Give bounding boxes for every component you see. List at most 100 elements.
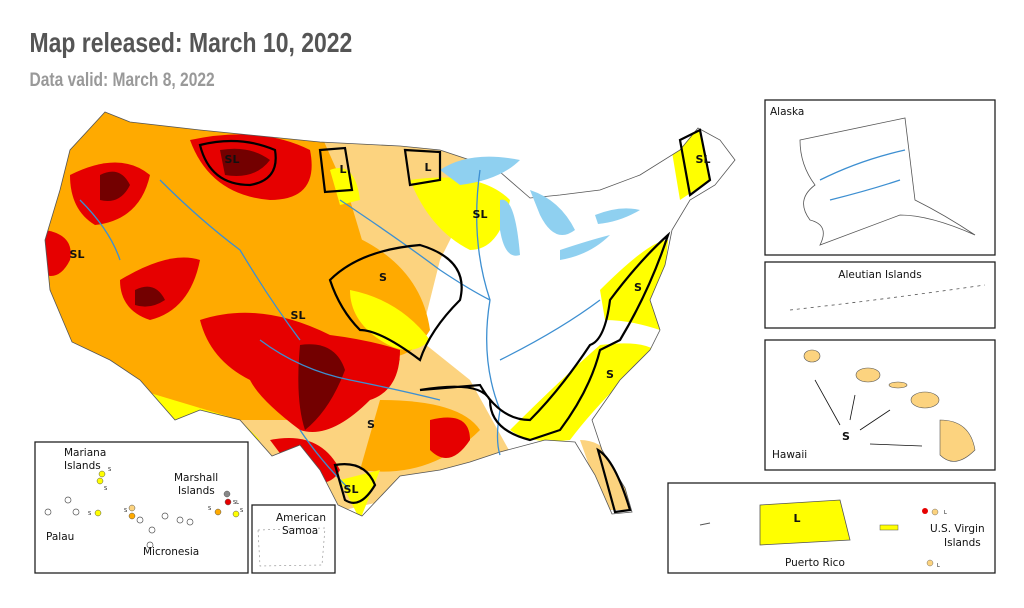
impact-lines — [198, 128, 712, 514]
inset-name: U.S. Virgin — [930, 523, 985, 535]
inset-name: Islands — [944, 537, 981, 549]
pacific-inset-shape-shape — [146, 541, 154, 549]
lakes-shape — [595, 208, 640, 224]
drought-areas-shape — [298, 344, 345, 430]
puerto-rico-inset-shape — [922, 508, 928, 514]
lakes-shape — [500, 199, 520, 256]
inset-name: Palau — [46, 531, 74, 543]
map-label: S — [634, 281, 642, 294]
drought-areas-shape — [135, 286, 165, 307]
inset-name: Puerto Rico — [785, 557, 845, 569]
rivers-shape — [159, 179, 301, 341]
rivers-shape — [339, 199, 491, 301]
impact-lines-shape — [198, 139, 277, 187]
map-label: SL — [344, 483, 359, 496]
drought-areas-shape — [330, 168, 360, 205]
pacific-inset-shape-shape — [176, 516, 184, 524]
map-label: S — [606, 368, 614, 381]
map-label: L — [424, 161, 431, 174]
alaska-inset-shape — [819, 149, 906, 201]
aleutian-inset: Aleutian Islands — [764, 261, 996, 329]
drought-areas-shape — [510, 343, 655, 442]
rivers-shape — [259, 339, 441, 401]
inset-name: Marshall — [174, 472, 218, 484]
pacific-inset-shape-shape — [136, 516, 144, 524]
drought-areas-shape — [100, 171, 130, 201]
aleutian-inset-shape — [789, 284, 986, 311]
map-label: SL — [696, 153, 711, 166]
inset-name: Hawaii — [772, 449, 807, 461]
inset-label: S — [88, 511, 91, 517]
inset-label: S — [104, 486, 107, 492]
pacific-inset-shape-shape — [223, 490, 231, 498]
pacific-inset-shape-shape — [128, 512, 136, 520]
hawaii-inset-shape-shape — [910, 391, 940, 409]
pacific-inset: Mariana Islands Marshall Islands Palau M… — [34, 441, 286, 574]
inset-name: American — [276, 512, 326, 524]
map-label: SL — [291, 309, 306, 322]
alaska-inset-shape — [799, 117, 976, 246]
pacific-inset-shape — [34, 441, 249, 574]
inset-name: Islands — [178, 485, 215, 497]
inset-name: Micronesia — [143, 546, 199, 558]
rivers-shape — [299, 429, 351, 491]
impact-lines-shape — [333, 463, 377, 504]
aleutian-inset-shape — [764, 261, 996, 329]
pacific-inset-shape-shape — [224, 498, 232, 506]
drought-areas-shape — [340, 470, 380, 516]
puerto-rico-inset-shape — [926, 559, 934, 567]
map-label: S — [379, 271, 387, 284]
rivers — [79, 169, 601, 491]
inset-label: S — [240, 508, 243, 514]
drought-areas-shape — [220, 148, 270, 176]
pacific-inset-shape-shape — [98, 470, 106, 478]
inset-name: Mariana — [64, 447, 106, 459]
inset-label: S — [842, 430, 850, 443]
map-label: SL — [473, 208, 488, 221]
inset-label: S — [208, 506, 211, 512]
inset-label: S — [124, 508, 127, 514]
pacific-inset-shape-shape — [186, 518, 194, 526]
hawaii-inset-shape-shape — [855, 367, 881, 383]
inset-name: Alaska — [770, 106, 804, 118]
pacific-inset-shape-shape — [214, 508, 222, 516]
pacific-inset-shape-shape — [232, 510, 240, 518]
hawaii-inset-shape-shape — [939, 419, 976, 462]
inset-label: L — [944, 510, 947, 516]
pacific-inset-shape-shape — [44, 508, 52, 516]
map-label: S — [367, 418, 375, 431]
impact-lines-shape — [403, 148, 442, 187]
inset-name: Islands — [64, 460, 101, 472]
map-label: L — [339, 163, 346, 176]
drought-areas-shape — [410, 177, 510, 250]
samoa-inset: American Samoa — [251, 504, 336, 574]
inset-name: Samoa — [282, 525, 318, 537]
inset-label: L — [937, 563, 940, 569]
title: Map released: March 10, 2022 — [30, 28, 353, 59]
hawaii-inset-shape — [803, 349, 976, 462]
drought-areas-shape — [45, 230, 71, 276]
rivers-shape — [79, 199, 121, 261]
drought-areas-shape — [430, 417, 470, 458]
puerto-rico-inset: L Puerto Rico U.S. Virgin Islands L L — [667, 482, 996, 574]
pacific-inset-shape-shape — [72, 508, 80, 516]
inset-label: L — [793, 512, 800, 525]
puerto-rico-inset-shape — [699, 522, 711, 526]
impact-lines-shape — [318, 146, 354, 194]
puerto-rico-inset-shape — [879, 524, 899, 531]
rivers-shape — [476, 169, 501, 456]
pacific-inset-shape — [94, 470, 240, 520]
impact-lines-shape — [596, 447, 632, 514]
inset-name: Aleutian Islands — [838, 269, 921, 281]
hawaii-inset-shape — [814, 379, 923, 447]
rivers-shape — [499, 299, 601, 361]
lakes-shape — [530, 190, 575, 235]
pacific-inset-shape-shape — [128, 504, 136, 512]
impact-lines-shape — [419, 231, 671, 442]
pacific-inset-shape-shape — [161, 512, 169, 520]
hawaii-inset-shape-shape — [888, 381, 908, 389]
drought-areas-shape — [350, 290, 430, 350]
